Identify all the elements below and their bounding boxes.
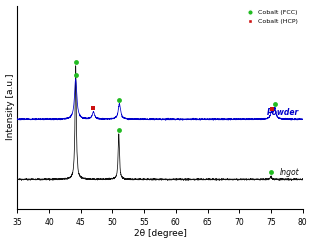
Text: Ingot: Ingot bbox=[280, 168, 300, 177]
Legend: Cobalt (FCC), Cobalt (HCP): Cobalt (FCC), Cobalt (HCP) bbox=[243, 9, 300, 25]
X-axis label: 2θ [degree]: 2θ [degree] bbox=[134, 229, 187, 238]
Text: Powder: Powder bbox=[267, 108, 300, 117]
Y-axis label: Intensity [a.u.]: Intensity [a.u.] bbox=[6, 74, 15, 140]
